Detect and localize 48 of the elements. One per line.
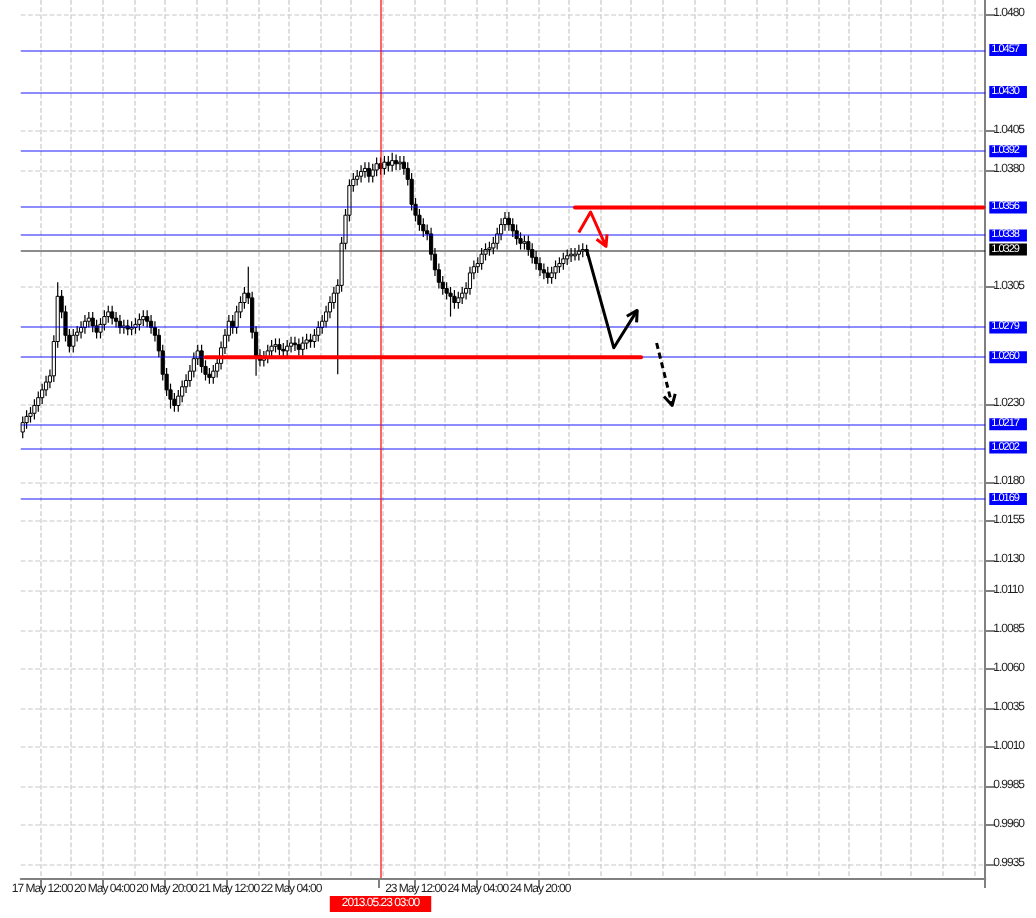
candlestick	[510, 217, 515, 238]
candlestick	[374, 156, 379, 177]
candlestick	[176, 389, 181, 413]
candlestick	[448, 286, 453, 318]
candlestick	[316, 320, 321, 343]
candlestick	[230, 314, 235, 335]
candlestick	[553, 259, 558, 280]
candlestick	[533, 250, 539, 271]
candlestick	[390, 152, 395, 173]
candlestick	[199, 344, 204, 374]
candlestick	[362, 161, 368, 179]
candlestick	[78, 320, 84, 340]
candlestick	[43, 375, 49, 397]
candlestick	[576, 244, 581, 262]
candlestick	[467, 266, 473, 296]
candlestick	[211, 364, 216, 385]
candlestick	[292, 336, 298, 352]
candlestick	[36, 390, 41, 413]
candlestick	[148, 314, 154, 335]
candlestick	[71, 328, 76, 354]
candlestick	[479, 247, 484, 271]
candlestick	[288, 336, 294, 354]
candlestick	[102, 309, 107, 332]
candlestick	[82, 314, 88, 335]
candlestick	[20, 415, 25, 439]
candlestick	[183, 373, 189, 394]
candlestick	[541, 262, 546, 280]
candlestick	[32, 398, 37, 421]
candlestick	[312, 328, 317, 349]
candlestick	[370, 163, 375, 184]
candlestick	[94, 319, 99, 340]
candlestick	[40, 383, 45, 405]
candlestick	[172, 392, 177, 413]
candlestick	[537, 256, 543, 277]
candlestick	[502, 211, 508, 232]
candlestick	[113, 311, 119, 329]
candlestick	[393, 153, 399, 171]
candlestick	[358, 164, 364, 184]
candlestick	[24, 409, 29, 430]
candlestick	[421, 217, 426, 238]
candlestick	[320, 314, 325, 335]
candlestick	[98, 317, 103, 340]
candlestick	[530, 242, 535, 265]
candlestick	[514, 223, 519, 246]
candlestick	[506, 211, 511, 232]
candlestick	[327, 295, 333, 319]
candlestick	[526, 234, 531, 257]
candlestick	[110, 305, 115, 325]
